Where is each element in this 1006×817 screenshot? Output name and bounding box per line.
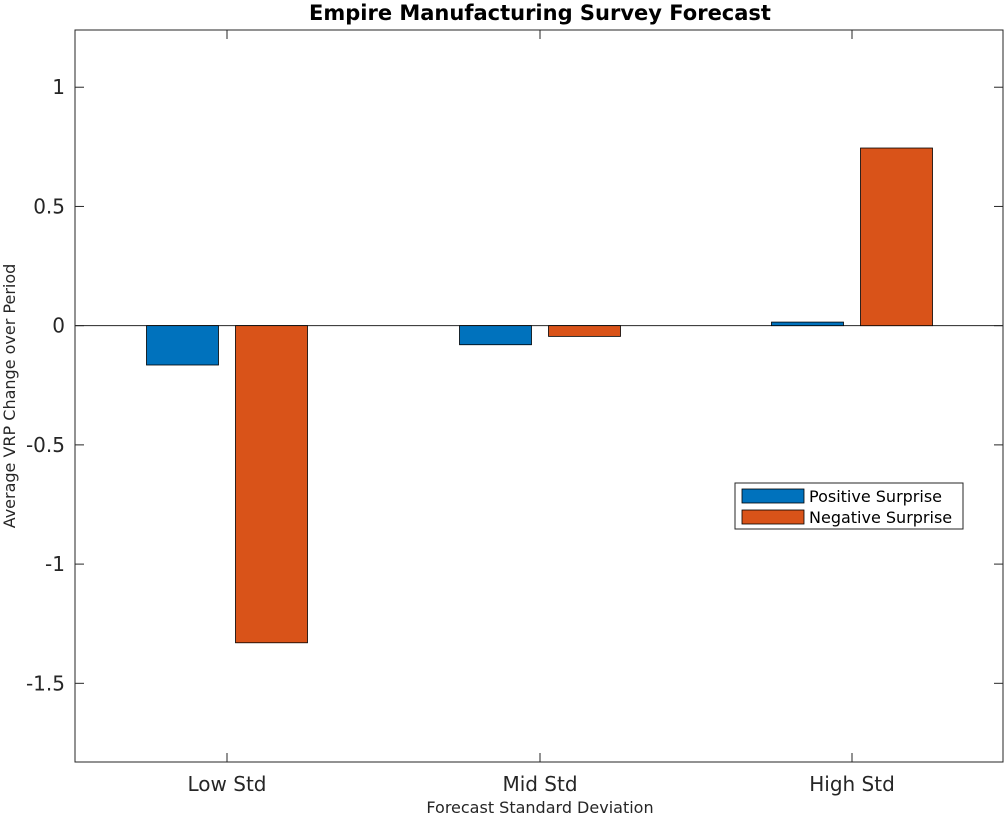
y-tick-label: 1 (52, 75, 65, 99)
x-tick-label: Low Std (188, 772, 267, 796)
y-tick-label: -0.5 (26, 433, 65, 457)
y-tick-label: -1 (45, 552, 65, 576)
bar-positive-surprise-high-std (771, 321, 844, 327)
legend-swatch-positive-surprise (741, 488, 805, 504)
legend-label-positive-surprise: Positive Surprise (809, 487, 942, 506)
x-tick-label: Mid Std (502, 772, 577, 796)
plot-area (74, 29, 1004, 763)
x-tick-label: High Std (809, 772, 895, 796)
y-tick-label: 0.5 (33, 194, 65, 218)
y-tick-label: -1.5 (26, 671, 65, 695)
legend: Positive Surprise Negative Surprise (734, 482, 964, 530)
bar-negative-surprise-high-std (860, 147, 933, 327)
y-tick-label: 0 (52, 314, 65, 338)
legend-swatch-negative-surprise (741, 509, 805, 525)
bar-positive-surprise-mid-std (459, 325, 532, 346)
x-axis-label: Forecast Standard Deviation (426, 798, 653, 817)
y-axis-label: Average VRP Change over Period (0, 264, 19, 529)
bar-negative-surprise-low-std (235, 325, 308, 644)
legend-label-negative-surprise: Negative Surprise (809, 508, 952, 527)
bar-negative-surprise-mid-std (548, 325, 621, 337)
bar-positive-surprise-low-std (146, 325, 219, 366)
chart-title: Empire Manufacturing Survey Forecast (309, 1, 771, 25)
